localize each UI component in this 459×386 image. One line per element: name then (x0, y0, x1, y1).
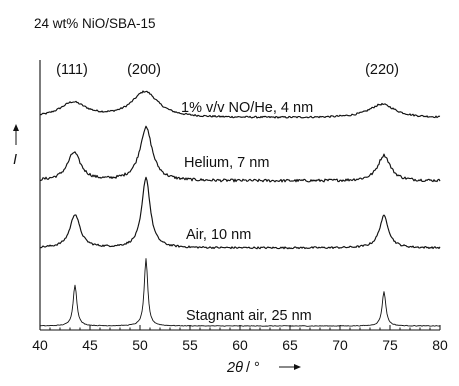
x-tick-label: 60 (232, 337, 248, 353)
x-tick-label: 55 (182, 337, 198, 353)
series-label: 1% v/v NO/He, 4 nm (181, 100, 313, 116)
x-tick-label: 80 (432, 337, 448, 353)
x-tick-label: 40 (32, 337, 48, 353)
series-traces (39, 90, 441, 327)
series-line (39, 90, 441, 119)
x-axis-arrow-head (294, 364, 301, 370)
chart-title: 24 wt% NiO/SBA-15 (34, 16, 156, 31)
series-label: Helium, 7 nm (184, 155, 269, 171)
x-axis-label-text: 2θ / ° (226, 360, 260, 376)
series-labels: 1% v/v NO/He, 4 nm Helium, 7 nm Air, 10 nm… (181, 100, 313, 324)
reflection-label: (111) (56, 62, 88, 78)
series-line (39, 176, 441, 250)
y-axis-arrow-head (13, 124, 19, 131)
reflection-labels: (111) (200) (220) (56, 62, 399, 78)
x-tick-label: 45 (82, 337, 98, 353)
series-label: Air, 10 nm (186, 227, 251, 243)
x-tick-label: 65 (282, 337, 298, 353)
reflection-label: (200) (127, 62, 161, 78)
x-axis-ticks: 40 45 50 55 60 65 70 75 80 (32, 325, 448, 353)
series-label: Stagnant air, 25 nm (186, 308, 312, 324)
series-line (39, 125, 441, 183)
x-tick-label: 70 (332, 337, 348, 353)
x-axis-label: 2θ / ° (226, 360, 301, 376)
y-axis-label: I (13, 124, 19, 168)
y-axis-label-text: I (13, 152, 17, 168)
reflection-label: (220) (365, 62, 399, 78)
x-tick-label: 50 (132, 337, 148, 353)
x-axis-label-unit: / ° (246, 360, 260, 376)
x-tick-label: 75 (382, 337, 398, 353)
x-axis-label-symbol: 2θ (226, 360, 243, 376)
